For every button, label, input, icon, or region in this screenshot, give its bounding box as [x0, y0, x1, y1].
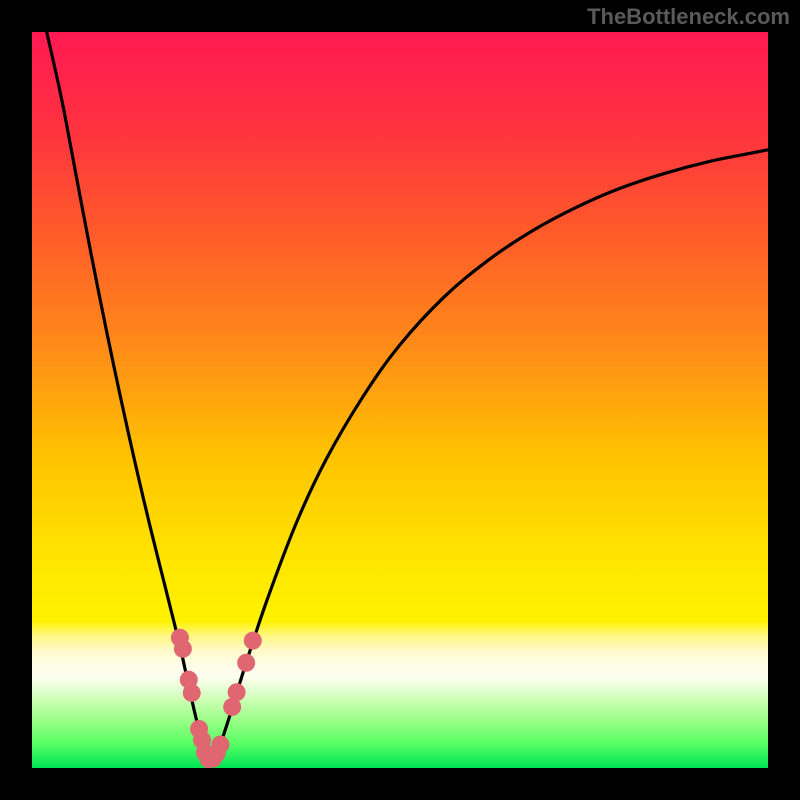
- chart-gradient-background: [32, 32, 768, 768]
- data-marker: [237, 654, 255, 672]
- data-marker: [228, 683, 246, 701]
- data-marker: [174, 640, 192, 658]
- bottleneck-chart: [0, 0, 800, 800]
- data-marker: [244, 632, 262, 650]
- chart-container: TheBottleneck.com: [0, 0, 800, 800]
- data-marker: [211, 735, 229, 753]
- watermark-text: TheBottleneck.com: [587, 4, 790, 30]
- data-marker: [183, 684, 201, 702]
